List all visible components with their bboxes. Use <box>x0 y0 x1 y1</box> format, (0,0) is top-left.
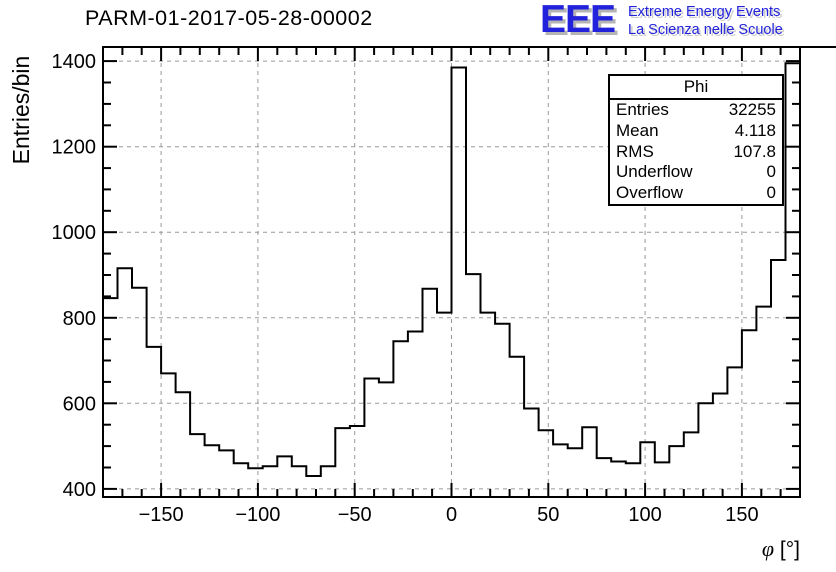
svg-text:0: 0 <box>446 504 457 526</box>
svg-text:150: 150 <box>725 504 758 526</box>
stats-value: 0 <box>766 162 776 182</box>
stats-box: Phi Entries 32255 Mean 4.118 RMS 107.8 U… <box>608 74 784 206</box>
y-axis-title: Entries/bin <box>8 55 34 165</box>
stats-row-overflow: Overflow 0 <box>610 183 782 204</box>
stats-value: 32255 <box>728 100 776 119</box>
stats-label: Underflow <box>616 162 693 182</box>
eee-logo-line1: Extreme Energy Events <box>628 4 781 20</box>
svg-text:−50: −50 <box>338 504 372 526</box>
eee-logo-icon: EEE <box>540 0 616 41</box>
stats-box-title: Phi <box>610 76 782 100</box>
svg-text:400: 400 <box>63 479 96 501</box>
stats-row-rms: RMS 107.8 <box>610 142 782 163</box>
stats-value: 4.118 <box>734 120 776 140</box>
eee-logo: EEE Extreme Energy Events La Scienza nel… <box>540 0 783 41</box>
eee-logo-text: Extreme Energy Events La Scienza nelle S… <box>628 3 836 39</box>
stats-label: Entries <box>616 100 669 119</box>
svg-text:−100: −100 <box>235 504 280 526</box>
x-axis-title: φ [°] <box>762 536 800 562</box>
svg-text:1000: 1000 <box>52 222 97 244</box>
stats-value: 0 <box>766 183 776 203</box>
svg-text:600: 600 <box>63 393 96 415</box>
stats-label: Overflow <box>616 183 684 203</box>
stats-row-mean: Mean 4.118 <box>610 121 782 142</box>
svg-text:100: 100 <box>628 504 661 526</box>
svg-text:1200: 1200 <box>52 137 97 159</box>
svg-text:50: 50 <box>537 504 559 526</box>
stats-label: RMS <box>616 141 654 161</box>
phi-symbol: φ <box>761 536 775 561</box>
svg-text:800: 800 <box>63 308 96 330</box>
stats-row-entries: Entries 32255 <box>610 100 782 121</box>
svg-text:1400: 1400 <box>52 51 97 73</box>
x-axis-unit: [°] <box>774 538 800 561</box>
stats-label: Mean <box>616 120 659 140</box>
stats-value: 107.8 <box>733 141 776 161</box>
plot-title: PARM-01-2017-05-28-00002 <box>85 6 373 30</box>
stats-row-underflow: Underflow 0 <box>610 162 782 183</box>
eee-logo-line2: La Scienza nelle Scuole <box>628 22 783 38</box>
svg-text:−150: −150 <box>139 504 184 526</box>
